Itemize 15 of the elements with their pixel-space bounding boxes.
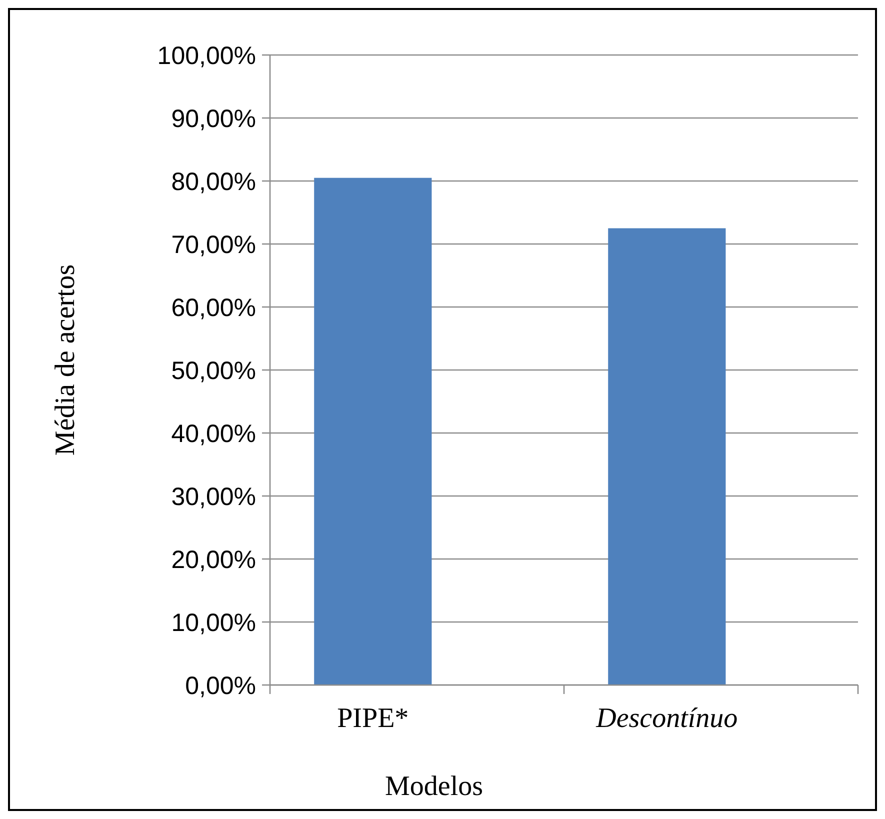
- y-tick-label: 80,00%: [171, 168, 256, 196]
- y-tick-label: 30,00%: [171, 482, 256, 511]
- y-tick-label: 20,00%: [171, 546, 256, 574]
- y-axis-title: Média de acertos: [50, 264, 81, 456]
- y-tick-label: 90,00%: [171, 104, 256, 133]
- y-tick-label: 10,00%: [171, 608, 256, 637]
- x-tick-label: PIPE*: [337, 703, 409, 734]
- y-tick-label: 100,00%: [157, 42, 256, 70]
- y-tick-label: 40,00%: [171, 420, 256, 448]
- x-axis-title: Modelos: [385, 771, 483, 802]
- y-tick-label: 60,00%: [171, 294, 256, 322]
- y-tick-label: 70,00%: [171, 230, 256, 259]
- y-tick-label: 0,00%: [185, 672, 256, 700]
- x-tick-label: Descontínuo: [595, 703, 738, 734]
- y-tick-label: 50,00%: [171, 356, 256, 385]
